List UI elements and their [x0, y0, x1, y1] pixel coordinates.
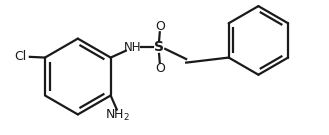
Text: O: O — [155, 20, 165, 33]
Text: S: S — [154, 40, 164, 54]
Text: Cl: Cl — [15, 50, 27, 63]
Text: NH: NH — [124, 41, 142, 54]
Text: O: O — [155, 62, 165, 75]
Text: NH$_2$: NH$_2$ — [105, 108, 130, 123]
